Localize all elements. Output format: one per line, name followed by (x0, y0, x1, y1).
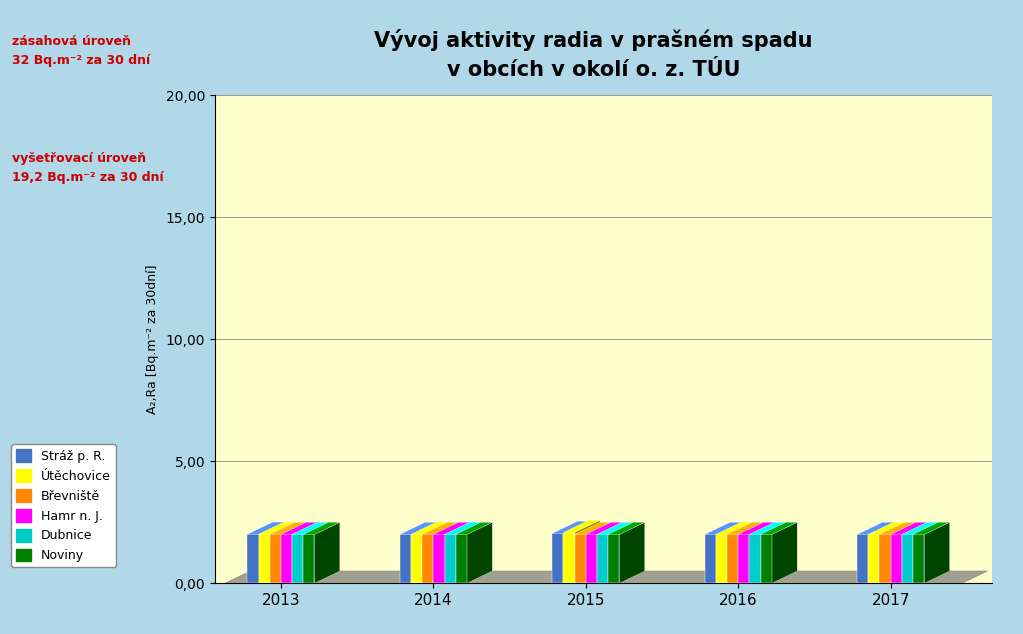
Polygon shape (880, 522, 905, 583)
Text: vyšetřovací úroveň: vyšetřovací úroveň (12, 152, 146, 165)
Polygon shape (869, 522, 894, 583)
Polygon shape (411, 522, 437, 583)
Polygon shape (445, 534, 455, 583)
Polygon shape (293, 534, 303, 583)
Polygon shape (857, 534, 869, 583)
Polygon shape (597, 522, 622, 583)
Polygon shape (760, 534, 771, 583)
Polygon shape (608, 522, 633, 583)
Polygon shape (455, 522, 492, 534)
Polygon shape (259, 534, 270, 583)
Polygon shape (716, 522, 753, 534)
Polygon shape (727, 522, 763, 534)
Polygon shape (400, 534, 411, 583)
Polygon shape (608, 522, 644, 534)
Polygon shape (750, 522, 774, 583)
Polygon shape (902, 522, 927, 583)
Polygon shape (619, 522, 644, 583)
Polygon shape (552, 521, 589, 533)
Polygon shape (739, 534, 750, 583)
Polygon shape (716, 534, 727, 583)
Polygon shape (455, 534, 466, 583)
Polygon shape (586, 534, 597, 583)
Polygon shape (750, 522, 786, 534)
Polygon shape (434, 522, 458, 583)
Polygon shape (924, 522, 949, 583)
Polygon shape (608, 534, 619, 583)
Polygon shape (314, 522, 340, 583)
Polygon shape (716, 522, 742, 583)
Text: 19,2 Bq.m⁻² za 30 dní: 19,2 Bq.m⁻² za 30 dní (12, 171, 164, 184)
Polygon shape (575, 521, 601, 583)
Polygon shape (445, 522, 470, 583)
Polygon shape (422, 534, 434, 583)
Polygon shape (434, 522, 470, 534)
Polygon shape (259, 522, 284, 583)
Polygon shape (248, 522, 284, 534)
Polygon shape (564, 533, 575, 583)
Polygon shape (760, 522, 797, 534)
Polygon shape (880, 534, 891, 583)
Polygon shape (281, 522, 306, 583)
Text: v obcích v okolí o. z. TÚU: v obcích v okolí o. z. TÚU (447, 60, 740, 81)
Polygon shape (281, 522, 317, 534)
Polygon shape (880, 522, 916, 534)
Polygon shape (259, 522, 295, 534)
Polygon shape (455, 522, 481, 583)
Polygon shape (902, 534, 914, 583)
Polygon shape (869, 522, 905, 534)
Polygon shape (303, 534, 314, 583)
Polygon shape (575, 534, 586, 583)
Polygon shape (914, 522, 949, 534)
Polygon shape (293, 522, 317, 583)
Polygon shape (891, 534, 902, 583)
Polygon shape (411, 522, 448, 534)
Polygon shape (857, 522, 894, 534)
Polygon shape (914, 534, 924, 583)
Polygon shape (586, 522, 622, 534)
Polygon shape (270, 522, 295, 583)
Polygon shape (727, 522, 753, 583)
Polygon shape (914, 522, 938, 583)
Polygon shape (411, 534, 422, 583)
Polygon shape (891, 522, 916, 583)
Polygon shape (771, 522, 797, 583)
Polygon shape (293, 522, 328, 534)
Polygon shape (586, 522, 611, 583)
Polygon shape (575, 522, 611, 534)
Polygon shape (739, 522, 763, 583)
Polygon shape (422, 522, 448, 583)
Polygon shape (445, 522, 481, 534)
Polygon shape (760, 522, 786, 583)
Polygon shape (434, 534, 445, 583)
Polygon shape (552, 533, 564, 583)
Polygon shape (891, 522, 927, 534)
Polygon shape (422, 522, 458, 534)
Polygon shape (727, 534, 739, 583)
Polygon shape (750, 534, 760, 583)
Polygon shape (225, 571, 987, 583)
Polygon shape (281, 534, 293, 583)
Text: Vývoj aktivity radia v prašném spadu: Vývoj aktivity radia v prašném spadu (374, 29, 812, 51)
Polygon shape (564, 521, 601, 533)
Polygon shape (270, 534, 281, 583)
Polygon shape (248, 534, 259, 583)
Polygon shape (270, 522, 306, 534)
Polygon shape (705, 534, 716, 583)
Polygon shape (400, 522, 437, 534)
Polygon shape (303, 522, 328, 583)
Polygon shape (705, 522, 742, 534)
Polygon shape (902, 522, 938, 534)
Polygon shape (564, 521, 589, 583)
Polygon shape (597, 522, 633, 534)
Polygon shape (869, 534, 880, 583)
Text: zásahová úroveň: zásahová úroveň (12, 35, 131, 48)
Legend: Stráž p. R., Útěchovice, Břevniště, Hamr n. J., Dubnice, Noviny: Stráž p. R., Útěchovice, Břevniště, Hamr… (11, 444, 116, 567)
Polygon shape (466, 522, 492, 583)
Y-axis label: A₂,Ra [Bq.m⁻² za 30dní]: A₂,Ra [Bq.m⁻² za 30dní] (145, 264, 159, 414)
Polygon shape (597, 534, 608, 583)
Polygon shape (739, 522, 774, 534)
Text: 32 Bq.m⁻² za 30 dní: 32 Bq.m⁻² za 30 dní (12, 54, 150, 67)
Polygon shape (303, 522, 340, 534)
